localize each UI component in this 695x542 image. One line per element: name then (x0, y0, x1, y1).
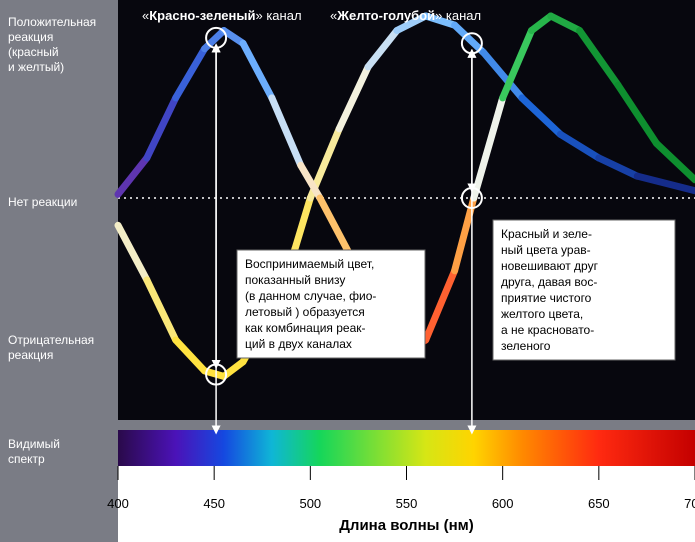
svg-text:как комбинация реак-: как комбинация реак- (245, 321, 366, 335)
svg-text:летовый ) образуется: летовый ) образуется (245, 305, 365, 319)
svg-text:Положительная: Положительная (8, 15, 96, 29)
svg-text:зеленого: зеленого (501, 339, 551, 353)
svg-text:ций в двух каналах: ций в двух каналах (245, 337, 352, 351)
svg-text:(красный: (красный (8, 45, 59, 59)
svg-text:ный цвета урав-: ный цвета урав- (501, 243, 591, 257)
xaxis-tick: 700 (684, 496, 695, 511)
xaxis-tick: 600 (492, 496, 514, 511)
svg-text:спектр: спектр (8, 452, 45, 466)
xaxis-tick: 650 (588, 496, 610, 511)
ylabel-none: Нет реакции (8, 195, 77, 209)
svg-text:Нет реакции: Нет реакции (8, 195, 77, 209)
visible-spectrum-bar (118, 430, 695, 466)
svg-text:желтого цвета,: желтого цвета, (501, 307, 583, 321)
xaxis-tick: 500 (299, 496, 321, 511)
channel-label-yb: «Желто-голубой» канал (330, 8, 481, 23)
svg-text:приятие чистого: приятие чистого (501, 291, 592, 305)
svg-text:реакция: реакция (8, 348, 53, 362)
svg-text:Красный и зеле-: Красный и зеле- (501, 227, 592, 241)
svg-text:реакция: реакция (8, 30, 53, 44)
svg-text:друга, давая вос-: друга, давая вос- (501, 275, 597, 289)
svg-text:Отрицательная: Отрицательная (8, 333, 94, 347)
svg-text:и желтый): и желтый) (8, 60, 64, 74)
xaxis-title: Длина волны (нм) (339, 517, 474, 534)
xaxis-tick: 450 (203, 496, 225, 511)
channel-label-rg: «Красно-зеленый» канал (142, 8, 302, 23)
svg-text:показанный внизу: показанный внизу (245, 273, 345, 287)
svg-text:(в данном случае, фио-: (в данном случае, фио- (245, 289, 376, 303)
svg-text:новешивают друг: новешивают друг (501, 259, 599, 273)
svg-text:Воспринимаемый цвет,: Воспринимаемый цвет, (245, 257, 374, 271)
xaxis-tick: 550 (396, 496, 418, 511)
svg-text:Видимый: Видимый (8, 437, 60, 451)
xaxis-tick: 400 (107, 496, 129, 511)
svg-text:а не красновато-: а не красновато- (501, 323, 594, 337)
